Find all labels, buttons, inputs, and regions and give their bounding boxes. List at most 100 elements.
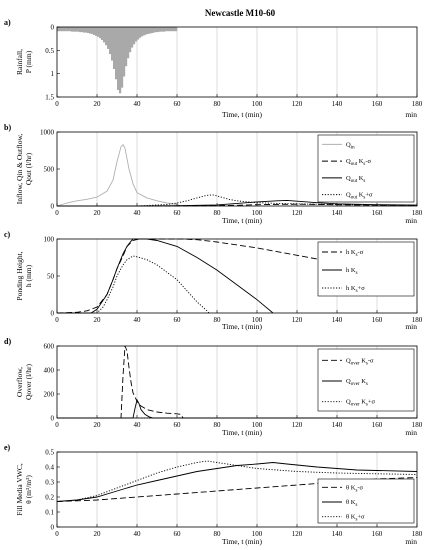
x-tick-label: 100 — [252, 209, 263, 217]
rainfall-bar — [103, 27, 106, 43]
x-tick-label: 40 — [134, 209, 142, 217]
x-tick-label: 80 — [214, 100, 222, 108]
rainfall-bar — [175, 27, 178, 32]
x-tick-label: 80 — [214, 316, 222, 324]
panel-label: e) — [4, 443, 11, 452]
rainfall-bar — [129, 27, 132, 53]
panels: 0 20 40 60 80 100 120 140 160 180 0 0.5 1 1.5 Time, t … — [4, 18, 423, 546]
legend-entry: Qin — [346, 141, 355, 150]
panel-e: 0 20 40 60 80 100 120 140 160 180 0 0.1 0.2 0.3 0.4 0.5… — [4, 443, 423, 546]
plot-frame — [56, 26, 418, 98]
x-tick-label: 100 — [252, 316, 263, 324]
x-tick-label: 180 — [412, 421, 423, 429]
rainfall-bar — [113, 27, 116, 69]
rainfall-bar — [87, 27, 90, 34]
x-tick-label: 120 — [292, 530, 303, 538]
rainfall-bar — [105, 27, 108, 46]
y-axis-label: Fill Media VWC, — [15, 463, 24, 516]
rainfall-bar — [123, 27, 126, 77]
rainfall-bar — [137, 27, 140, 40]
rainfall-bar — [67, 27, 70, 32]
y-tick-label: 50 — [47, 273, 55, 281]
rainfall-bar — [131, 27, 134, 48]
rainfall-bar — [157, 27, 160, 33]
legend-entry: Qout Ks+σ — [346, 192, 373, 201]
x-tick-label: 120 — [292, 100, 303, 108]
panel-label: c) — [4, 230, 11, 239]
x-axis-unit: min — [405, 110, 417, 119]
x-tick-label: 20 — [94, 100, 102, 108]
rainfall-bar — [77, 27, 80, 32]
rainfall-bar — [107, 27, 110, 49]
legend: Qover Ks-σ Qover Ks Qover Ks+σ — [317, 348, 415, 412]
series-line-1 — [56, 477, 418, 502]
x-tick-label: 100 — [252, 530, 263, 538]
y-tick-label: 500 — [44, 166, 55, 174]
y-tick-label: 0 — [51, 524, 55, 532]
y-axis-label: Qover (l/hr) — [24, 363, 33, 400]
rainfall-bar — [173, 27, 176, 32]
x-tick-label: 180 — [412, 530, 423, 538]
series-line-4 — [57, 194, 418, 207]
rainfall-bar — [147, 27, 150, 34]
y-tick-label: 1.5 — [45, 94, 54, 102]
y-tick-label: 0 — [51, 203, 55, 211]
x-tick-label: 140 — [332, 316, 343, 324]
legend-entry: Qover Ks+σ — [346, 399, 376, 408]
legend-entry: θ Ks-σ — [346, 484, 364, 493]
legend: Qin Qout Ks-σ Qout Ks Qout Ks+σ — [317, 134, 415, 203]
legend-entry: h Ks+σ — [346, 285, 365, 294]
legend-box — [317, 134, 415, 203]
x-axis-label: Time, t (min) — [222, 537, 262, 546]
x-tick-label: 180 — [412, 316, 423, 324]
legend-entry: θ Ks+σ — [346, 514, 365, 523]
x-tick-label: 180 — [412, 209, 423, 217]
x-tick-label: 0 — [55, 530, 59, 538]
x-tick-label: 160 — [372, 209, 383, 217]
rainfall-bar — [101, 27, 104, 41]
x-tick-label: 40 — [134, 316, 142, 324]
x-axis-unit: min — [405, 216, 417, 225]
rainfall-bar — [71, 27, 74, 32]
rainfall-bar — [171, 27, 174, 32]
y-tick-label: 0.2 — [45, 494, 54, 502]
x-tick-label: 80 — [214, 421, 222, 429]
y-tick-label: 200 — [44, 391, 55, 399]
x-tick-label: 20 — [94, 530, 102, 538]
x-tick-label: 160 — [372, 421, 383, 429]
y-axis-label: Qout (l/hr) — [24, 152, 33, 185]
x-axis-label: Time, t (min) — [222, 428, 262, 437]
x-tick-label: 160 — [372, 530, 383, 538]
y-axis-label: Overflow, — [15, 367, 24, 397]
rainfall-bar — [61, 27, 64, 32]
rainfall-bar — [117, 27, 120, 90]
rainfall-bar — [165, 27, 168, 32]
rainfall-bar — [153, 27, 156, 33]
legend-entry: Qout Ks — [346, 175, 365, 184]
rainfall-bar — [143, 27, 146, 36]
x-tick-label: 60 — [174, 421, 182, 429]
x-tick-label: 120 — [292, 209, 303, 217]
y-axis-label: h (mm) — [24, 264, 33, 287]
x-tick-label: 0 — [55, 316, 59, 324]
y-axis-label: Inflow, Qin & Outflow, — [15, 134, 24, 205]
plot-frame — [56, 345, 418, 419]
panel-label: b) — [4, 123, 11, 132]
rainfall-bar — [119, 27, 122, 94]
rainfall-bar — [89, 27, 92, 34]
rainfall-bar — [75, 27, 78, 32]
x-tick-label: 60 — [174, 100, 182, 108]
y-axis-label: θ (m³/m³) — [24, 475, 33, 504]
rainfall-bar — [133, 27, 136, 45]
rainfall-bar — [73, 27, 76, 32]
y-tick-label: 0.4 — [45, 464, 54, 472]
rainfall-bar — [149, 27, 152, 34]
panel-d: 0 20 40 60 80 100 120 140 160 180 0 200 400 600 Time, … — [4, 337, 423, 437]
rainfall-bar — [121, 27, 124, 88]
x-tick-label: 100 — [252, 100, 263, 108]
panel-label: d) — [4, 337, 11, 346]
y-tick-label: 0.5 — [45, 47, 54, 55]
x-tick-label: 120 — [292, 421, 303, 429]
rainfall-bar — [111, 27, 114, 61]
